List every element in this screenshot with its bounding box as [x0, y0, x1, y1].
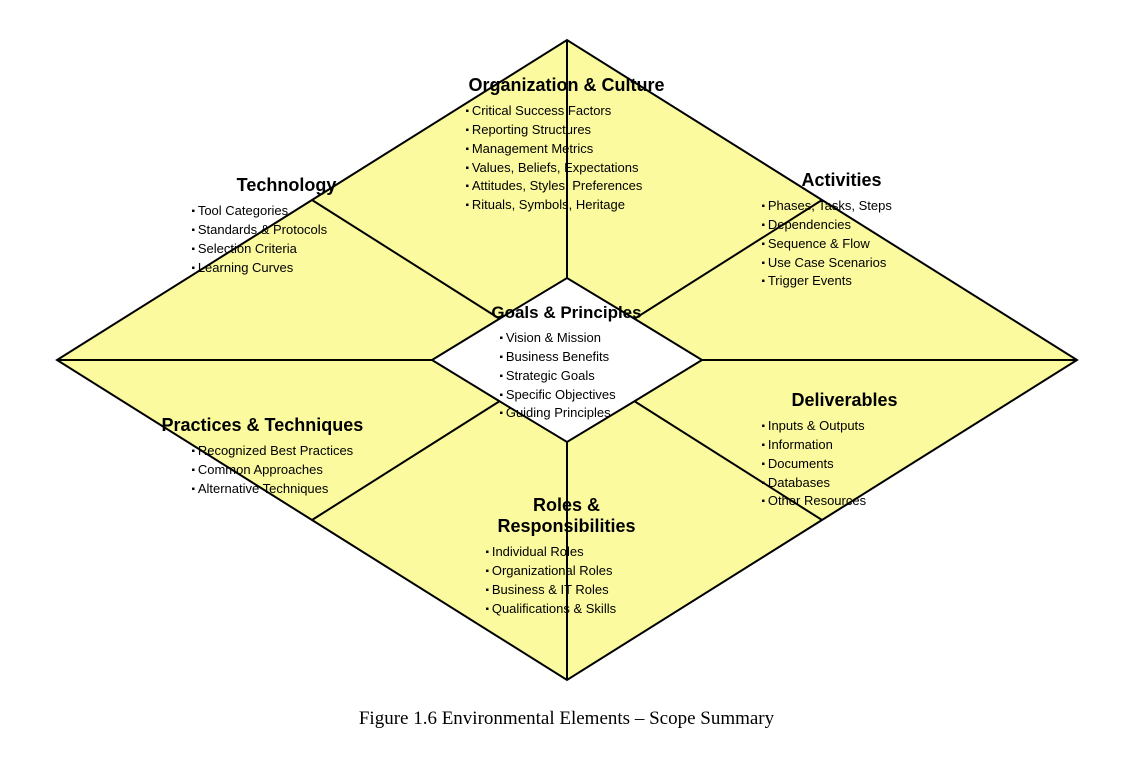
list-item: Guiding Principles [500, 404, 662, 423]
segment-title: Goals & Principles [472, 303, 662, 323]
list-item: Recognized Best Practices [192, 442, 402, 461]
list-item: Documents [762, 455, 962, 474]
list-item: Information [762, 436, 962, 455]
list-item: Alternative Techniques [192, 480, 402, 499]
list-item: Dependencies [762, 216, 972, 235]
segment-list: Critical Success Factors Reporting Struc… [442, 102, 692, 215]
list-item: Common Approaches [192, 461, 402, 480]
segment-title: Activities [762, 170, 972, 191]
list-item: Values, Beliefs, Expectations [466, 159, 692, 178]
segment-list: Recognized Best Practices Common Approac… [162, 442, 402, 499]
list-item: Vision & Mission [500, 329, 662, 348]
list-item: Use Case Scenarios [762, 254, 972, 273]
list-item: Management Metrics [466, 140, 692, 159]
list-item: Phases, Tasks, Steps [762, 197, 972, 216]
list-item: Tool Categories [192, 202, 392, 221]
figure-caption: Figure 1.6 Environmental Elements – Scop… [20, 708, 1113, 730]
list-item: Sequence & Flow [762, 235, 972, 254]
segment-title: Organization & Culture [442, 75, 692, 96]
list-item: Reporting Structures [466, 121, 692, 140]
segment-list: Vision & Mission Business Benefits Strat… [472, 329, 662, 423]
list-item: Trigger Events [762, 272, 972, 291]
segment-list: Phases, Tasks, Steps Dependencies Sequen… [762, 197, 972, 291]
list-item: Databases [762, 474, 962, 493]
segment-title: Roles &Responsibilities [452, 495, 682, 537]
list-item: Business Benefits [500, 348, 662, 367]
segment-practices-techniques: Practices & Techniques Recognized Best P… [162, 415, 402, 499]
list-item: Critical Success Factors [466, 102, 692, 121]
list-item: Individual Roles [486, 543, 682, 562]
list-item: Inputs & Outputs [762, 417, 962, 436]
segment-list: Inputs & Outputs Information Documents D… [762, 417, 962, 511]
segment-list: Individual Roles Organizational Roles Bu… [452, 543, 682, 618]
segment-title-text: Roles &Responsibilities [497, 495, 635, 536]
segment-list: Tool Categories Standards & Protocols Se… [182, 202, 392, 277]
segment-organization-culture: Organization & Culture Critical Success … [442, 75, 692, 215]
segment-activities: Activities Phases, Tasks, Steps Dependen… [762, 170, 972, 291]
list-item: Specific Objectives [500, 386, 662, 405]
list-item: Qualifications & Skills [486, 600, 682, 619]
list-item: Strategic Goals [500, 367, 662, 386]
segment-title: Practices & Techniques [162, 415, 402, 436]
list-item: Standards & Protocols [192, 221, 392, 240]
segment-technology: Technology Tool Categories Standards & P… [182, 175, 392, 277]
segment-title: Technology [182, 175, 392, 196]
hexagon-diagram: Organization & Culture Critical Success … [22, 20, 1112, 700]
list-item: Other Resources [762, 492, 962, 511]
segment-goals-principles: Goals & Principles Vision & Mission Busi… [472, 303, 662, 423]
list-item: Rituals, Symbols, Heritage [466, 196, 692, 215]
segment-title: Deliverables [762, 390, 962, 411]
segment-deliverables: Deliverables Inputs & Outputs Informatio… [762, 390, 962, 511]
list-item: Selection Criteria [192, 240, 392, 259]
list-item: Learning Curves [192, 259, 392, 278]
list-item: Attitudes, Styles, Preferences [466, 177, 692, 196]
segment-roles-responsibilities: Roles &Responsibilities Individual Roles… [452, 495, 682, 618]
list-item: Organizational Roles [486, 562, 682, 581]
list-item: Business & IT Roles [486, 581, 682, 600]
